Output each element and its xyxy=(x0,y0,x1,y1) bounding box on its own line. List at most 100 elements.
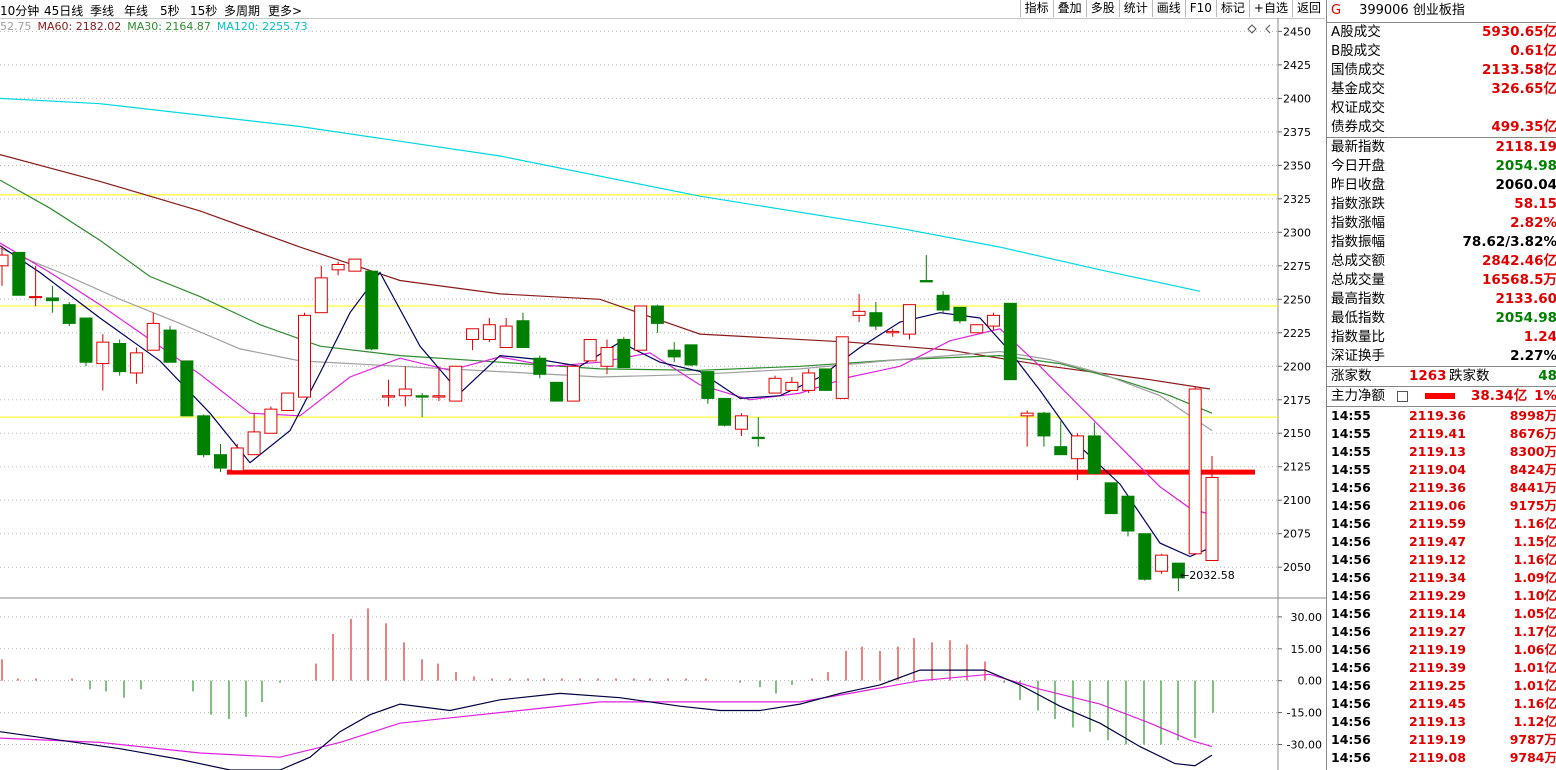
stat-value: 16568.5万 xyxy=(1482,272,1556,288)
y-tick-label: 2100 xyxy=(1283,494,1311,507)
candle-body xyxy=(516,320,530,349)
candle-body xyxy=(953,306,967,322)
period-year[interactable]: 年线 xyxy=(124,4,149,18)
chevron-left-icon[interactable] xyxy=(1265,24,1271,34)
candle-body xyxy=(852,310,866,316)
add-watchlist-button[interactable]: +自选 xyxy=(1248,0,1292,17)
candle-body xyxy=(768,377,782,394)
y-tick-label: 2325 xyxy=(1283,193,1311,206)
candle-body xyxy=(365,270,379,350)
quote-panel: G 399006 创业板指 A股成交 5930.65亿 B股成交 0.61亿 国债成交 21… xyxy=(1326,0,1556,770)
back-button[interactable]: 返回 xyxy=(1291,0,1325,17)
candle xyxy=(348,258,362,272)
candle xyxy=(146,312,160,351)
stat-row: 最低指数 2054.98 xyxy=(1327,309,1556,328)
tick-row: 14:55 2119.04 8424万 xyxy=(1327,461,1556,479)
stat-label: 今日开盘 xyxy=(1331,158,1385,174)
tick-time: 14:56 xyxy=(1331,606,1371,621)
candle-body xyxy=(1037,412,1051,437)
candle xyxy=(163,326,177,363)
turnover-row: 债券成交 499.35亿 xyxy=(1327,118,1556,137)
period-quarter[interactable]: 季线 xyxy=(90,4,115,18)
y-tick-label: 2175 xyxy=(1283,394,1311,407)
tick-volume: 1.16亿 xyxy=(1513,696,1556,711)
low-price-label: ←2032.58 xyxy=(1180,569,1235,582)
turnover-label: 权证成交 xyxy=(1331,100,1385,116)
tick-row: 14:56 2119.08 9784万 xyxy=(1327,749,1556,767)
candle-body xyxy=(1155,554,1169,572)
period-5s[interactable]: 5秒 xyxy=(160,4,180,18)
draw-line-button[interactable]: 画线 xyxy=(1151,0,1185,17)
indicator-button[interactable]: 指标 xyxy=(1019,0,1053,17)
period-15s[interactable]: 15秒 xyxy=(190,4,218,18)
candle-body xyxy=(903,304,916,335)
tick-volume: 8441万 xyxy=(1509,480,1556,495)
diamond-icon[interactable] xyxy=(1247,24,1257,34)
turnover-label: 国债成交 xyxy=(1331,62,1385,78)
stats-button[interactable]: 统计 xyxy=(1118,0,1152,17)
candle xyxy=(533,355,547,379)
y-tick-label: 2050 xyxy=(1283,561,1311,574)
stat-row: 总成交额 2842.46亿 xyxy=(1327,252,1556,271)
candle xyxy=(197,414,211,458)
candle-body xyxy=(499,325,513,349)
candle xyxy=(566,365,580,402)
tick-list: 14:55 2119.36 8998万 14:55 2119.41 8676万 14:55 2… xyxy=(1327,406,1556,767)
candle xyxy=(1138,533,1152,581)
ma5-line xyxy=(0,245,1213,558)
mark-button[interactable]: 标记 xyxy=(1215,0,1249,17)
candle xyxy=(129,347,143,384)
period-45day[interactable]: 45日线 xyxy=(44,4,84,18)
stat-label: 指数涨跌 xyxy=(1331,196,1385,212)
candle-body xyxy=(667,349,681,358)
candle-body xyxy=(163,329,177,363)
period-10min[interactable]: 10分钟 xyxy=(0,4,40,18)
up-count: 1263 xyxy=(1409,368,1447,384)
tick-row: 14:56 2119.14 1.05亿 xyxy=(1327,605,1556,623)
candle-body xyxy=(382,395,396,398)
tick-volume: 8424万 xyxy=(1509,462,1556,477)
market-code: G xyxy=(1331,3,1342,18)
tick-time: 14:56 xyxy=(1331,696,1371,711)
candle-body xyxy=(533,357,547,375)
mainflow-bar xyxy=(1425,393,1455,399)
legend-ma120: MA120: 2255.73 xyxy=(216,20,308,33)
price-axis: 2450 2425 2400 2375 2350 2325 2300 2275 2250 2225… xyxy=(1278,25,1311,574)
candle xyxy=(953,306,967,324)
chart-area[interactable]: 2450 2425 2400 2375 2350 2325 2300 2275 2250 2225… xyxy=(0,18,1326,770)
y-tick-label: 2375 xyxy=(1283,126,1311,139)
mainflow-value: 38.34亿 xyxy=(1471,388,1528,404)
osc-tick-label: -15.00 xyxy=(1287,707,1322,720)
tick-row: 14:56 2119.59 1.16亿 xyxy=(1327,515,1556,533)
stat-row: 今日开盘 2054.98 xyxy=(1327,157,1556,176)
mainflow-label: 主力净额 xyxy=(1331,388,1385,404)
stat-value: 1.24 xyxy=(1523,329,1556,345)
tick-price: 2119.47 xyxy=(1409,534,1466,549)
stat-label: 昨日收盘 xyxy=(1331,177,1385,193)
osc-tick-label: 30.00 xyxy=(1291,611,1323,624)
candle xyxy=(701,371,715,404)
f10-button[interactable]: F10 xyxy=(1184,0,1216,17)
tick-row: 14:55 2119.13 8300万 xyxy=(1327,443,1556,461)
osc-tick-label: -30.00 xyxy=(1287,738,1322,751)
period-multi[interactable]: 多周期 xyxy=(224,4,261,18)
tick-time: 14:55 xyxy=(1331,444,1371,459)
tick-time: 14:55 xyxy=(1331,426,1371,441)
tick-price: 2119.27 xyxy=(1409,624,1466,639)
tick-price: 2119.34 xyxy=(1409,570,1466,585)
stat-row: 指数量比 1.24 xyxy=(1327,328,1556,347)
stat-value: 2060.04 xyxy=(1495,177,1556,193)
stats-section: 最新指数 2118.19 今日开盘 2054.98 昨日收盘 2060.04 指数涨跌 58.… xyxy=(1327,137,1556,366)
multi-stock-button[interactable]: 多股 xyxy=(1085,0,1119,17)
tick-volume: 1.09亿 xyxy=(1513,570,1556,585)
menu-icon[interactable] xyxy=(1397,391,1408,402)
ma120-line xyxy=(0,97,1201,292)
candle-body xyxy=(818,368,832,391)
tick-volume: 1.01亿 xyxy=(1513,678,1556,693)
candle-body xyxy=(45,297,59,302)
candle-body xyxy=(970,324,984,334)
overlay-button[interactable]: 叠加 xyxy=(1052,0,1086,17)
candle xyxy=(852,293,866,323)
period-more[interactable]: 更多> xyxy=(268,2,302,19)
candle-body xyxy=(987,314,1001,327)
